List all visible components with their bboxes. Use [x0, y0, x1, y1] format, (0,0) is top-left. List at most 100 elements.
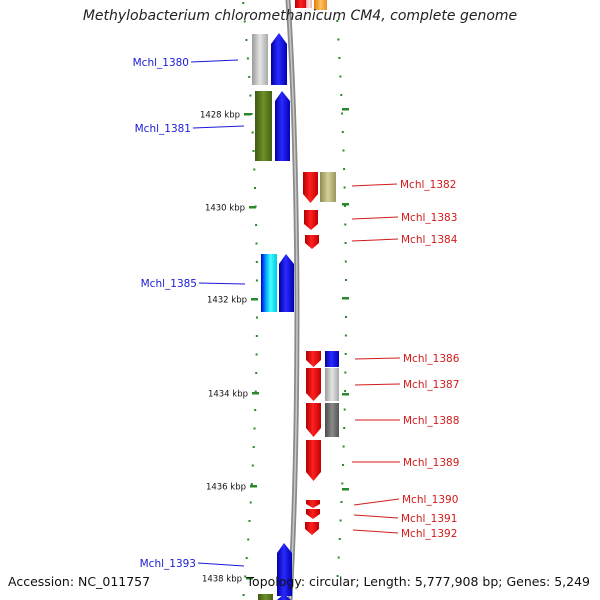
track-dot	[255, 261, 258, 263]
track-dot	[336, 575, 339, 577]
track-dot	[250, 113, 253, 115]
track-dot	[256, 316, 258, 319]
axis-tick	[252, 392, 259, 395]
leader-line	[190, 59, 239, 63]
left-gene-labels: Mchl_1380 Mchl_1381 Mchl_1385 Mchl_1393	[133, 57, 246, 570]
track-dot	[339, 75, 342, 78]
feature-mchl-1382-cog	[320, 172, 336, 202]
axis-tick	[342, 203, 349, 206]
length-label: Length:	[363, 574, 411, 589]
gene-label[interactable]: Mchl_1391	[401, 513, 457, 525]
gene-label[interactable]: Mchl_1381	[135, 123, 191, 135]
track-dot	[341, 482, 344, 485]
feature-mchl-1386-cog	[325, 351, 339, 367]
track-dot	[339, 519, 342, 522]
feature-bottom-blue	[277, 594, 291, 600]
accession-label: Accession:	[8, 574, 75, 589]
track-dot	[252, 446, 255, 448]
gene-label[interactable]: Mchl_1383	[401, 212, 457, 224]
feature-top-red	[295, 0, 308, 8]
leader-line	[351, 216, 399, 220]
gene-label[interactable]: Mchl_1384	[401, 234, 458, 246]
leader-line	[354, 383, 401, 386]
feature-mchl-1385-cog	[261, 254, 277, 312]
track-dot	[342, 149, 345, 152]
leader-line	[192, 125, 245, 129]
track-dot	[254, 390, 257, 393]
track-dot	[252, 150, 255, 152]
feature-mchl-1392-gene	[305, 522, 319, 535]
track-dot	[242, 594, 245, 596]
track-dot	[343, 427, 346, 429]
feature-mchl-1387-cog	[325, 368, 339, 401]
axis-tick-label: 1438 kbp	[202, 575, 242, 585]
axis-tick	[342, 108, 349, 111]
track-dot	[340, 94, 343, 96]
axis-tick	[342, 393, 349, 396]
track-dot	[342, 445, 345, 448]
axis-tick-label: 1432 kbp	[207, 296, 247, 306]
axis-tick	[342, 488, 349, 491]
feature-mchl-1383-gene	[304, 210, 318, 230]
track-dot	[341, 112, 344, 115]
leader-line	[198, 282, 246, 285]
genes-label: Genes:	[506, 574, 551, 589]
axis-tick-label: 1430 kbp	[205, 204, 245, 214]
feature-bottom-green	[258, 594, 273, 600]
feature-mchl-1382-gene	[303, 172, 318, 203]
track-dot	[338, 538, 341, 540]
feature-mchl-1389-gene	[306, 440, 321, 481]
genome-backbone-highlight	[287, 0, 298, 600]
feature-mchl-1381-cog	[255, 91, 272, 161]
axis-ticks: 1428 kbp 1430 kbp 1432 kbp 1434 kbp 1436 kbp…	[200, 108, 349, 585]
track-dot	[344, 260, 347, 263]
axis-tick	[246, 577, 253, 580]
feature-mchl-1390-gene	[306, 500, 320, 508]
gene-label[interactable]: Mchl_1386	[403, 353, 460, 365]
track-dot	[255, 242, 258, 245]
track-dot	[344, 223, 347, 226]
track-dot	[344, 334, 347, 337]
track-dot	[251, 464, 254, 467]
track-dot	[245, 557, 248, 559]
feature-top-orange	[314, 0, 327, 10]
track-dot	[255, 372, 258, 374]
leader-line	[353, 498, 400, 506]
gene-label[interactable]: Mchl_1385	[141, 278, 197, 290]
gene-label[interactable]: Mchl_1392	[401, 528, 457, 540]
feature-mchl-1386-gene	[306, 351, 321, 367]
topology-value: circular	[309, 574, 356, 589]
feature-mchl-1380-cog	[252, 34, 268, 85]
track-dot	[344, 242, 347, 244]
track-dot	[255, 279, 258, 282]
track-dot	[243, 20, 246, 23]
axis-tick	[244, 113, 251, 116]
track-dot	[253, 168, 256, 171]
feature-mchl-1391-gene	[306, 509, 320, 519]
gene-label[interactable]: Mchl_1389	[403, 457, 459, 469]
gene-label[interactable]: Mchl_1388	[403, 415, 459, 427]
gene-label[interactable]: Mchl_1387	[403, 379, 459, 391]
axis-tick	[250, 485, 257, 488]
gene-label[interactable]: Mchl_1382	[400, 179, 456, 191]
leader-line	[353, 514, 399, 519]
track-dot	[343, 408, 346, 411]
track-dot	[344, 205, 346, 207]
right-gene-labels: Mchl_1382 Mchl_1383 Mchl_1384 Mchl_1386 Mchl…	[351, 179, 460, 540]
track-dot	[249, 501, 252, 504]
axis-tick-label: 1428 kbp	[200, 111, 240, 121]
axis-tick-label: 1436 kbp	[206, 483, 246, 493]
track-dot	[255, 224, 258, 226]
gene-label[interactable]: Mchl_1390	[402, 494, 458, 506]
map-title: Methylobacterium chloromethanicum CM4, c…	[82, 8, 518, 24]
track-dot	[340, 501, 343, 503]
feature-mchl-1381-gene	[275, 91, 290, 161]
track-dot	[255, 335, 258, 337]
axis-tick	[249, 206, 256, 209]
feature-mchl-1393-gene	[277, 543, 292, 596]
track-dot	[247, 538, 250, 541]
gene-label[interactable]: Mchl_1393	[140, 558, 196, 570]
track-dot	[336, 20, 339, 22]
track-dot	[246, 57, 249, 60]
gene-label[interactable]: Mchl_1380	[133, 57, 189, 69]
